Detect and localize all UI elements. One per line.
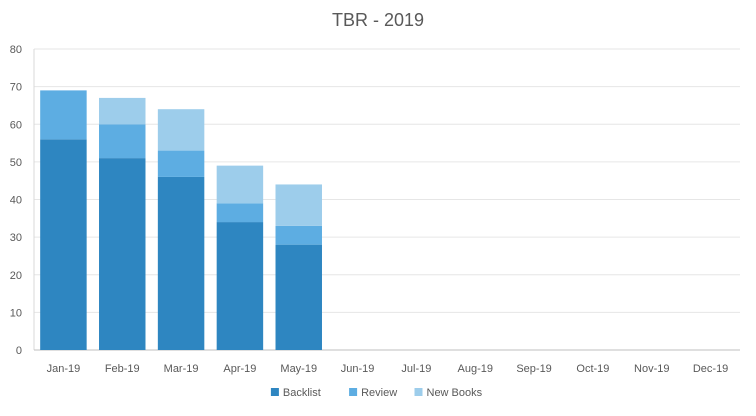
- x-tick-label: Jul-19: [401, 363, 431, 375]
- y-tick-label: 40: [10, 195, 22, 207]
- legend-label-review: Review: [361, 387, 397, 399]
- bar-backlist-mar-19: [157, 176, 205, 350]
- y-tick-label: 70: [10, 82, 22, 94]
- bar-backlist-feb-19: [99, 158, 146, 350]
- bar-review-mar-19: [157, 150, 205, 177]
- bar-backlist-apr-19: [216, 222, 264, 350]
- chart-title: TBR - 2019: [331, 10, 425, 30]
- y-tick-label: 10: [10, 307, 22, 319]
- y-tick-label: 80: [10, 44, 22, 56]
- bar-review-may-19: [275, 225, 322, 245]
- bar-new-books-may-19: [275, 184, 322, 226]
- x-tick-label: Sep-19: [516, 363, 551, 375]
- legend-swatch-new-books: [414, 388, 423, 396]
- bar-new-books-apr-19: [216, 165, 264, 204]
- y-tick-label: 0: [16, 345, 22, 357]
- x-tick-label: Oct-19: [576, 363, 609, 375]
- bar-new-books-feb-19: [99, 97, 146, 125]
- x-tick-label: May-19: [280, 363, 317, 375]
- legend-swatch-backlist: [270, 388, 279, 396]
- y-tick-label: 60: [10, 119, 22, 131]
- x-tick-label: Feb-19: [105, 363, 140, 375]
- x-tick-label: Jun-19: [341, 363, 375, 375]
- x-tick-label: Apr-19: [223, 363, 256, 375]
- bar-review-apr-19: [216, 203, 264, 223]
- bar-new-books-mar-19: [157, 109, 205, 151]
- bar-backlist-jan-19: [40, 139, 87, 350]
- x-tick-label: Nov-19: [634, 363, 669, 375]
- x-tick-label: Dec-19: [693, 363, 728, 375]
- y-tick-label: 20: [10, 270, 22, 282]
- legend-label-new-books: New Books: [427, 387, 483, 399]
- bar-review-feb-19: [99, 124, 146, 159]
- x-tick-label: Aug-19: [458, 363, 493, 375]
- bar-backlist-may-19: [275, 244, 322, 350]
- x-tick-label: Jan-19: [47, 363, 81, 375]
- legend-label-backlist: Backlist: [283, 387, 321, 399]
- y-tick-label: 50: [10, 157, 22, 169]
- y-tick-label: 30: [10, 232, 22, 244]
- legend-swatch-review: [349, 388, 358, 396]
- x-tick-label: Mar-19: [164, 363, 199, 375]
- bar-review-jan-19: [40, 90, 87, 140]
